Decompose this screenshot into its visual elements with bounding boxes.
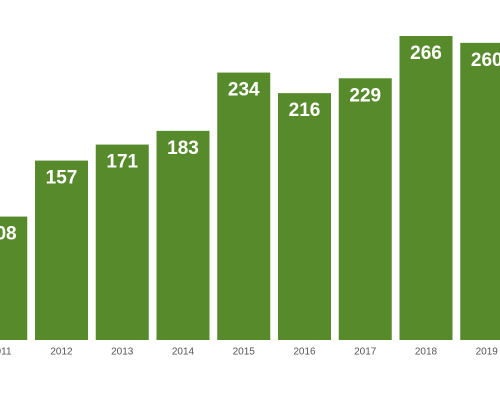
value-label: 216 bbox=[289, 100, 321, 121]
bar bbox=[0, 216, 28, 340]
bar bbox=[35, 160, 88, 340]
x-tick-label: 2012 bbox=[50, 347, 73, 358]
value-label: 266 bbox=[410, 43, 442, 64]
bar bbox=[399, 36, 453, 340]
value-label: 108 bbox=[0, 224, 17, 245]
x-tick-label: 2017 bbox=[354, 347, 377, 358]
value-label: 183 bbox=[167, 138, 199, 159]
x-tick-label: 2011 bbox=[0, 347, 12, 358]
bar bbox=[217, 72, 271, 341]
x-tick-label: 2018 bbox=[415, 347, 438, 358]
bar bbox=[156, 130, 210, 340]
x-tick-label: 2014 bbox=[172, 347, 195, 358]
value-label: 171 bbox=[106, 152, 138, 173]
bar bbox=[95, 144, 149, 340]
x-tick-label: 2019 bbox=[476, 347, 499, 358]
bar bbox=[278, 93, 331, 341]
x-tick-label: 2013 bbox=[111, 347, 134, 358]
x-tick-label: 2016 bbox=[293, 347, 316, 358]
value-label: 229 bbox=[349, 85, 381, 106]
bar bbox=[460, 42, 500, 340]
x-tick-label: 2015 bbox=[233, 347, 256, 358]
value-label: 234 bbox=[228, 80, 260, 101]
value-label: 157 bbox=[46, 168, 78, 189]
value-label: 260 bbox=[471, 50, 500, 71]
bar bbox=[338, 78, 392, 341]
